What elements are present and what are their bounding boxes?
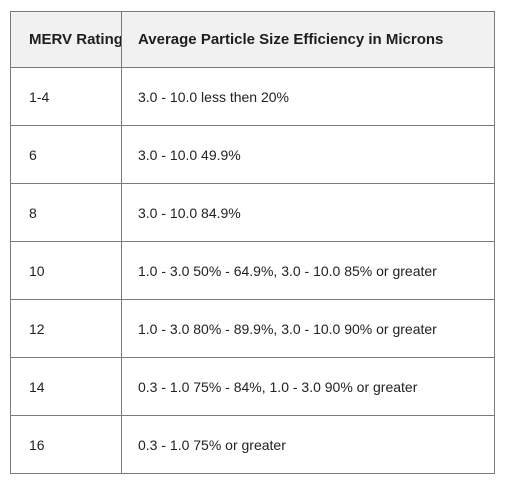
table-row: 1-4 3.0 - 10.0 less then 20% (10, 67, 495, 126)
merv-rating-cell: 14 (10, 357, 122, 416)
merv-rating-cell: 10 (10, 241, 122, 300)
merv-rating-table: MERV Rating Average Particle Size Effici… (10, 11, 495, 474)
table-header: MERV Rating Average Particle Size Effici… (10, 11, 495, 68)
header-merv-rating: MERV Rating (10, 11, 122, 68)
table-row: 16 0.3 - 1.0 75% or greater (10, 415, 495, 474)
merv-rating-cell: 6 (10, 125, 122, 184)
efficiency-cell: 0.3 - 1.0 75% or greater (121, 415, 495, 474)
table-row: 6 3.0 - 10.0 49.9% (10, 125, 495, 184)
efficiency-cell: 1.0 - 3.0 50% - 64.9%, 3.0 - 10.0 85% or… (121, 241, 495, 300)
efficiency-cell: 3.0 - 10.0 84.9% (121, 183, 495, 242)
table-row: 14 0.3 - 1.0 75% - 84%, 1.0 - 3.0 90% or… (10, 357, 495, 416)
table-row: 10 1.0 - 3.0 50% - 64.9%, 3.0 - 10.0 85%… (10, 241, 495, 300)
efficiency-cell: 3.0 - 10.0 49.9% (121, 125, 495, 184)
merv-rating-cell: 1-4 (10, 67, 122, 126)
table-row: 8 3.0 - 10.0 84.9% (10, 183, 495, 242)
efficiency-cell: 0.3 - 1.0 75% - 84%, 1.0 - 3.0 90% or gr… (121, 357, 495, 416)
efficiency-cell: 1.0 - 3.0 80% - 89.9%, 3.0 - 10.0 90% or… (121, 299, 495, 358)
merv-rating-cell: 16 (10, 415, 122, 474)
merv-rating-cell: 8 (10, 183, 122, 242)
table-row: 12 1.0 - 3.0 80% - 89.9%, 3.0 - 10.0 90%… (10, 299, 495, 358)
table-body: 1-4 3.0 - 10.0 less then 20% 6 3.0 - 10.… (10, 67, 495, 474)
efficiency-cell: 3.0 - 10.0 less then 20% (121, 67, 495, 126)
header-efficiency: Average Particle Size Efficiency in Micr… (121, 11, 495, 68)
header-row: MERV Rating Average Particle Size Effici… (10, 11, 495, 68)
merv-rating-cell: 12 (10, 299, 122, 358)
